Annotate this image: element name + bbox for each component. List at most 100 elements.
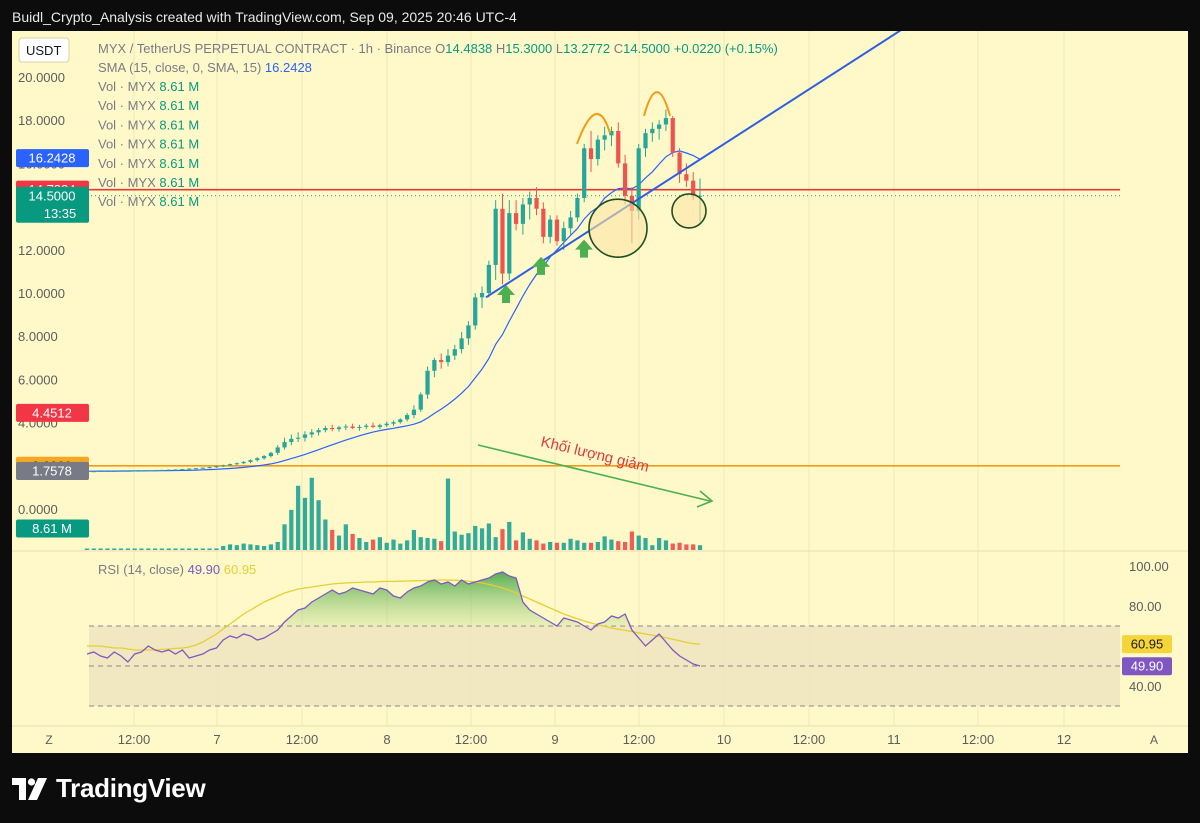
candle-body	[534, 197, 539, 209]
candle-body	[330, 428, 335, 430]
candle	[98, 470, 103, 472]
axis-z-button: Z	[45, 733, 52, 747]
candle	[159, 469, 165, 471]
rsi-ma-tag-label: 60.95	[1131, 637, 1164, 652]
chart-panel[interactable]: 20.000018.000016.000014.000012.000010.00…	[12, 31, 1188, 753]
x-tick-label: 12:00	[793, 732, 826, 747]
candle	[445, 349, 451, 367]
candle-body	[384, 423, 389, 426]
candle-body	[459, 338, 464, 350]
price-tag-time: 13:35	[44, 206, 77, 221]
candle-body	[180, 469, 185, 471]
candle-body	[588, 148, 594, 160]
candle	[377, 423, 382, 430]
candle-body	[166, 469, 171, 471]
volume-bar	[616, 541, 621, 550]
chart-canvas[interactable]: 20.000018.000016.000014.000012.000010.00…	[12, 31, 1188, 753]
candle	[602, 126, 607, 151]
candle	[554, 215, 560, 246]
candle	[452, 344, 457, 360]
volume-bar	[459, 534, 464, 550]
up-arrow-icon	[532, 256, 550, 275]
price-tag: 1.7578	[16, 462, 89, 481]
candle	[289, 434, 294, 446]
volume-bar	[152, 548, 158, 550]
legend-part: 8.61 M	[159, 98, 199, 113]
candle-body	[575, 197, 580, 218]
candle	[282, 437, 287, 450]
legend-part: 8.61 M	[159, 194, 199, 209]
volume-bar	[670, 543, 675, 550]
volume-bar	[677, 542, 682, 550]
chart-caption: Buidl_Crypto_Analysis created with Tradi…	[12, 9, 517, 25]
candle-body	[214, 466, 219, 468]
volume-bar	[650, 545, 655, 550]
candle-body	[200, 467, 205, 469]
candle-body	[221, 465, 226, 467]
candle	[343, 424, 348, 431]
volume-bar	[391, 539, 396, 550]
candle-body	[296, 437, 301, 439]
price-tag-bg	[16, 519, 89, 538]
legend-part: 60.95	[224, 562, 257, 577]
candle-body	[473, 297, 478, 326]
candle-body	[98, 470, 103, 472]
candle-body	[657, 124, 662, 129]
candle	[166, 469, 171, 471]
candle	[575, 193, 580, 222]
candle-body	[255, 458, 260, 461]
volume-bar	[636, 535, 641, 550]
volume-bar	[302, 497, 308, 550]
candle-body	[500, 208, 505, 274]
candle-body	[643, 133, 648, 149]
top-arc	[643, 91, 671, 117]
y-tick-label: 8.0000	[18, 329, 58, 344]
candle	[425, 366, 430, 399]
candle	[336, 425, 342, 432]
volume-bar	[221, 545, 226, 550]
volume-bar	[486, 523, 491, 550]
volume-bar	[439, 541, 444, 550]
x-tick-label: 12:00	[623, 732, 656, 747]
volume-bar	[282, 524, 287, 550]
candle	[91, 470, 96, 473]
candle	[350, 423, 355, 430]
candle-body	[282, 442, 287, 448]
volume-legend: Vol · MYX 8.61 M	[98, 175, 199, 190]
candle-body	[118, 470, 124, 472]
candle	[132, 470, 137, 472]
candle	[520, 197, 526, 235]
symbol-line: MYX / TetherUS PERPETUAL CONTRACT · 1h ·…	[98, 41, 778, 56]
candle-body	[275, 447, 280, 453]
candle-body	[152, 470, 158, 472]
volume-bar	[629, 531, 635, 550]
candle	[323, 425, 328, 433]
candle-body	[670, 118, 675, 153]
rsi-tick-label: 80.00	[1129, 599, 1162, 614]
volume-bar	[207, 548, 212, 550]
volume-bar	[384, 542, 389, 550]
volume-bar	[139, 548, 144, 550]
legend-part: 8.61 M	[159, 117, 199, 132]
volume-bar	[657, 537, 662, 550]
x-tick-label: 8	[383, 732, 390, 747]
candle	[473, 293, 478, 330]
candle	[466, 321, 471, 345]
volume-bar	[493, 537, 498, 550]
candle-body	[343, 426, 348, 428]
volume-bar	[118, 548, 124, 550]
price-tag-label: 1.7578	[32, 464, 72, 479]
candle	[411, 405, 417, 419]
x-tick-label: 12:00	[962, 732, 995, 747]
candle-body	[241, 461, 246, 464]
candle-body	[132, 470, 137, 472]
candle	[384, 421, 389, 427]
legend-part: Vol · MYX	[98, 79, 159, 94]
candle-body	[466, 325, 471, 339]
arrow-head-icon	[696, 490, 714, 508]
candle	[139, 470, 144, 472]
volume-bar	[336, 535, 342, 550]
price-tag-label: 14.5000	[29, 188, 76, 203]
volume-bar	[609, 539, 614, 550]
candle	[234, 462, 239, 466]
